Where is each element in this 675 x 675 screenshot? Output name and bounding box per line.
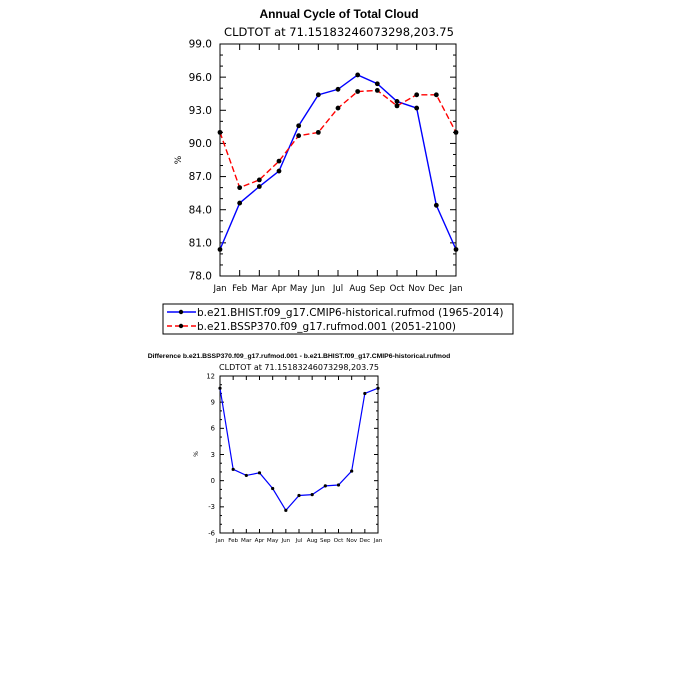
chart2-y-tick-label: 6 bbox=[211, 425, 215, 433]
chart1-y-tick-label: 90.0 bbox=[189, 138, 212, 150]
chart1-x-tick-label: Sep bbox=[369, 284, 385, 294]
chart2-y-tick-label: 9 bbox=[211, 399, 215, 407]
chart2-x-tick-label: Sep bbox=[320, 538, 331, 544]
chart1-series-1-point bbox=[374, 88, 380, 93]
chart1-series-0-point bbox=[335, 86, 341, 92]
chart1-x-tick-label: Feb bbox=[232, 284, 247, 294]
chart1-series-0-point bbox=[256, 184, 262, 189]
chart2-series-0-point bbox=[271, 486, 275, 491]
chart2-subtitle: CLDTOT at 71.15183246073298,203.75 bbox=[219, 363, 379, 372]
legend-label-ssp: b.e21.BSSP370.f09_g17.rufmod.001 (2051-2… bbox=[197, 321, 456, 333]
chart2-series-0-point bbox=[376, 386, 380, 390]
chart2-series-0-point bbox=[350, 469, 354, 473]
chart1-series-0-point bbox=[276, 168, 282, 174]
chart1-plot-frame bbox=[219, 43, 457, 277]
chart1-y-tick-label: 81.0 bbox=[189, 238, 212, 250]
chart1-x-tick-label: Mar bbox=[251, 284, 268, 294]
chart2-x-tick-label: Oct bbox=[334, 538, 344, 544]
chart1-x-tick-label: Oct bbox=[390, 284, 405, 294]
chart1-legend: b.e21.BHIST.f09_g17.CMIP6-historical.ruf… bbox=[162, 303, 514, 335]
chart1-series-0-point bbox=[237, 200, 243, 206]
chart1-series-1-point bbox=[256, 177, 262, 183]
chart1-x-tick-label: Jul bbox=[332, 284, 343, 294]
chart2-y-tick-label: 3 bbox=[211, 451, 215, 459]
chart1-series-1-point bbox=[394, 103, 400, 109]
chart1-x-tick-label: Jan bbox=[448, 284, 462, 294]
chart1-series-0-point bbox=[217, 247, 223, 252]
chart1-series-1-point bbox=[296, 133, 302, 139]
chart1-x-tick-label: Nov bbox=[408, 284, 425, 294]
chart2-x-tick-label: Jan bbox=[373, 538, 383, 544]
chart2-x-tick-label: May bbox=[267, 538, 279, 544]
chart1-series-0-point bbox=[296, 123, 302, 129]
chart1-x-tick-label: Dec bbox=[428, 284, 445, 294]
chart2-series-0-point bbox=[244, 473, 248, 478]
chart1-x-tick-label: Apr bbox=[272, 284, 287, 294]
chart2-series-0-point bbox=[363, 391, 367, 396]
chart1-series-0-point bbox=[453, 247, 459, 252]
chart2-y-tick-label: -6 bbox=[208, 529, 215, 537]
chart1-series-1-point bbox=[217, 129, 223, 135]
chart2-x-tick-label: Jan bbox=[215, 538, 225, 544]
chart1-series-1-point bbox=[276, 158, 282, 164]
chart2-y-tick-label: 12 bbox=[206, 372, 215, 380]
chart1-series-0-point bbox=[394, 99, 400, 104]
chart1-y-tick-label: 96.0 bbox=[189, 72, 212, 84]
legend-label-hist: b.e21.BHIST.f09_g17.CMIP6-historical.ruf… bbox=[197, 307, 504, 319]
chart1-series-1-point bbox=[414, 92, 420, 98]
chart2-series-0-point bbox=[297, 493, 301, 498]
chart2-y-axis-label: % bbox=[193, 451, 200, 457]
chart1-series-0-point bbox=[374, 81, 380, 87]
chart1-series-line-0 bbox=[219, 74, 457, 250]
chart1-x-tick-label: Jan bbox=[212, 284, 226, 294]
chart2-y-tick-label: 0 bbox=[211, 477, 215, 485]
legend-marker-ssp bbox=[178, 323, 184, 329]
chart1-subtitle: CLDTOT at 71.15183246073298,203.75 bbox=[224, 25, 454, 39]
chart1-series-line-1 bbox=[219, 89, 457, 189]
annual-cycle-chart: Annual Cycle of Total Cloud CLDTOT at 71… bbox=[162, 7, 514, 335]
chart1-y-tick-label: 78.0 bbox=[189, 271, 212, 283]
chart1-series-0-point bbox=[433, 202, 439, 208]
chart2-series-0-point bbox=[284, 508, 288, 512]
chart1-x-tick-label: May bbox=[290, 284, 308, 294]
difference-chart: Difference b.e21.BSSP370.f09_g17.rufmod.… bbox=[148, 353, 451, 544]
chart2-x-tick-label: Jul bbox=[295, 538, 303, 544]
chart2-title: Difference b.e21.BSSP370.f09_g17.rufmod.… bbox=[148, 353, 451, 360]
chart2-series-0-point bbox=[257, 471, 262, 475]
chart1-series-1-point bbox=[237, 185, 243, 191]
chart2-series-0-point bbox=[218, 386, 222, 390]
chart2-series-0-point bbox=[310, 493, 314, 497]
chart1-y-tick-label: 84.0 bbox=[189, 204, 212, 216]
chart2-x-tick-label: Nov bbox=[346, 538, 358, 544]
chart1-series-1-point bbox=[315, 129, 321, 135]
legend-box bbox=[162, 303, 514, 335]
chart1-y-axis-label: % bbox=[174, 155, 184, 164]
legend-marker-hist bbox=[178, 309, 184, 315]
chart1-x-tick-label: Aug bbox=[349, 284, 366, 294]
chart1-y-tick-label: 93.0 bbox=[189, 105, 212, 117]
chart1-series-1-point bbox=[433, 92, 439, 98]
chart1-series-0-point bbox=[355, 72, 361, 78]
chart1-series-1-point bbox=[355, 89, 361, 94]
chart2-x-tick-label: Apr bbox=[255, 538, 265, 544]
chart2-x-tick-label: Aug bbox=[307, 538, 318, 544]
chart2-x-tick-label: Dec bbox=[359, 538, 370, 544]
chart1-y-tick-label: 99.0 bbox=[189, 39, 212, 51]
chart1-series-1-point bbox=[453, 129, 459, 135]
chart1-series-0-point bbox=[315, 92, 321, 98]
chart2-series-0-point bbox=[231, 467, 235, 471]
chart2-series-0-point bbox=[323, 484, 327, 488]
chart2-x-tick-label: Feb bbox=[228, 538, 238, 544]
chart2-x-tick-label: Mar bbox=[241, 538, 252, 544]
chart2-y-tick-label: -3 bbox=[208, 503, 215, 511]
chart1-series-1-point bbox=[335, 105, 341, 111]
chart2-series-line-0 bbox=[219, 387, 379, 512]
chart1-title: Annual Cycle of Total Cloud bbox=[259, 7, 418, 21]
chart1-series-0-point bbox=[414, 105, 420, 111]
chart2-series-0-point bbox=[336, 483, 341, 487]
chart2-x-tick-label: Jun bbox=[280, 538, 290, 544]
chart1-y-tick-label: 87.0 bbox=[189, 171, 212, 183]
chart1-x-tick-label: Jun bbox=[311, 284, 325, 294]
